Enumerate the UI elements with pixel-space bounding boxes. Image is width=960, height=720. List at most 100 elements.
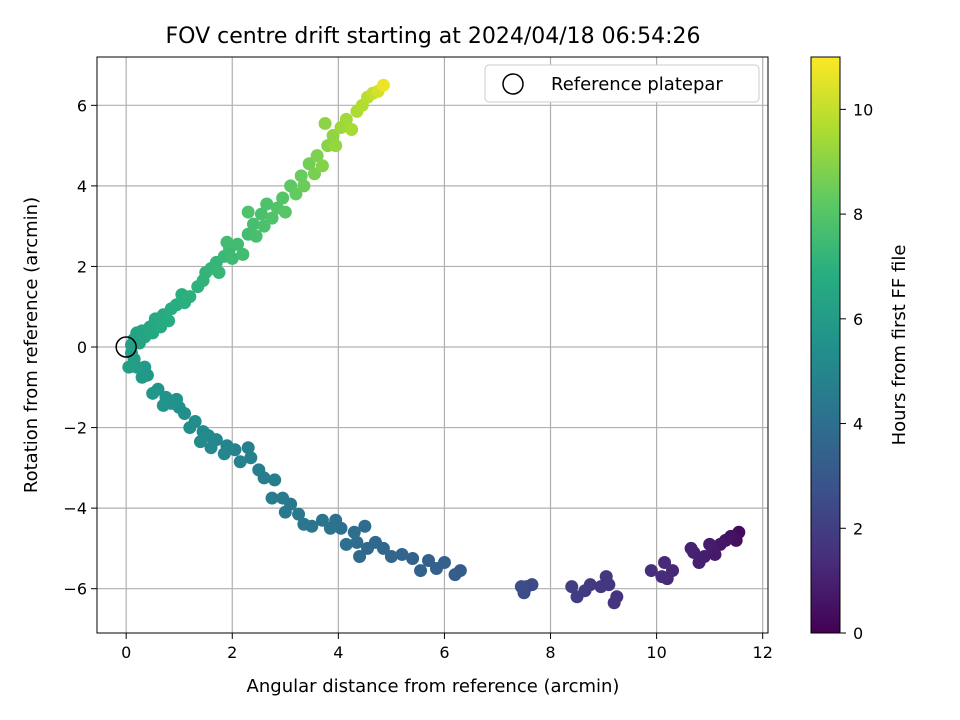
data-point	[708, 547, 722, 561]
data-point	[225, 251, 239, 265]
data-point	[246, 217, 260, 231]
data-point	[570, 590, 584, 604]
data-point	[289, 187, 303, 201]
data-point	[448, 568, 462, 582]
data-point	[644, 564, 658, 578]
x-tick-label: 0	[121, 643, 131, 662]
data-point	[236, 247, 250, 261]
data-point	[265, 491, 279, 505]
data-point	[329, 139, 343, 153]
data-point	[135, 370, 149, 384]
data-point	[684, 541, 698, 555]
data-point	[384, 549, 398, 563]
data-point	[146, 386, 160, 400]
colorbar-label: Hours from first FF file	[889, 245, 910, 446]
data-point	[310, 149, 324, 163]
data-point	[395, 547, 409, 561]
colorbar-tick-label: 8	[853, 205, 863, 224]
data-point	[278, 205, 292, 219]
data-point	[565, 580, 579, 594]
colorbar-tick-label: 2	[853, 519, 863, 538]
y-tick-label: 6	[77, 96, 87, 115]
colorbar: 0 2 4 6 8 10 Hours from first FF file	[810, 56, 910, 643]
data-point	[217, 447, 231, 461]
y-tick-label: 4	[77, 177, 87, 196]
data-point	[254, 207, 268, 221]
data-point	[318, 116, 332, 130]
reference-point	[115, 336, 137, 358]
data-point	[703, 537, 717, 551]
chart-title: FOV centre drift starting at 2024/04/18 …	[166, 24, 701, 49]
data-point	[241, 205, 255, 219]
x-axis-label: Angular distance from reference (arcmin)	[247, 676, 620, 697]
data-point	[156, 398, 170, 412]
legend: Reference platepar	[484, 64, 760, 103]
reference-marker	[115, 336, 137, 358]
data-point	[276, 491, 290, 505]
x-axis-ticks: 0 2 4 6 8 10 12	[121, 633, 773, 662]
plot-area: 0 2 4 6 8 10 12 −6 −4 −2 0 2 4 6	[63, 56, 773, 662]
data-point	[655, 570, 669, 584]
data-point	[594, 580, 608, 594]
data-point	[294, 169, 308, 183]
data-point	[353, 549, 367, 563]
data-point	[196, 425, 210, 439]
data-point	[406, 551, 420, 565]
data-point	[514, 580, 528, 594]
y-tick-label: −2	[63, 419, 87, 438]
colorbar-ticks: 0 2 4 6 8 10	[840, 100, 873, 643]
data-point	[257, 219, 271, 233]
data-point	[162, 314, 176, 328]
data-point	[241, 441, 255, 455]
data-point	[361, 541, 375, 555]
data-points	[122, 78, 746, 610]
colorbar-tick-label: 0	[853, 624, 863, 643]
data-point	[302, 157, 316, 171]
y-tick-label: −4	[63, 499, 87, 518]
data-point	[204, 441, 218, 455]
legend-label: Reference platepar	[551, 74, 723, 95]
data-point	[292, 507, 306, 521]
data-point	[183, 421, 197, 435]
data-point	[122, 360, 136, 374]
data-point	[297, 517, 311, 531]
data-point	[326, 129, 340, 143]
data-point	[607, 596, 621, 610]
data-point	[376, 78, 390, 92]
x-tick-label: 4	[333, 643, 343, 662]
data-point	[414, 564, 428, 578]
plot-frame	[96, 56, 769, 634]
data-point	[599, 570, 613, 584]
y-axis-label: Rotation from reference (arcmin)	[21, 197, 42, 493]
data-point	[422, 553, 436, 567]
legend-marker	[502, 73, 524, 95]
data-point	[233, 455, 247, 469]
x-tick-label: 12	[753, 643, 773, 662]
data-point	[231, 237, 245, 251]
data-point	[252, 463, 266, 477]
data-point	[249, 229, 263, 243]
data-point	[265, 211, 279, 225]
x-tick-label: 10	[646, 643, 666, 662]
data-point	[183, 290, 197, 304]
data-point	[358, 519, 372, 533]
colorbar-tick-label: 4	[853, 415, 863, 434]
data-point	[276, 191, 290, 205]
data-point	[212, 265, 226, 279]
y-tick-label: 0	[77, 338, 87, 357]
colorbar-tick-label: 6	[853, 310, 863, 329]
data-point	[307, 167, 321, 181]
data-point	[692, 556, 706, 570]
data-point	[315, 159, 329, 173]
data-point	[339, 112, 353, 126]
y-axis-ticks: −6 −4 −2 0 2 4 6	[63, 96, 97, 599]
data-point	[658, 556, 672, 570]
x-tick-label: 6	[439, 643, 449, 662]
data-point	[278, 505, 292, 519]
data-point	[268, 473, 282, 487]
data-point	[297, 179, 311, 193]
data-point	[347, 525, 361, 539]
data-point	[429, 562, 443, 576]
y-tick-label: −6	[63, 580, 87, 599]
